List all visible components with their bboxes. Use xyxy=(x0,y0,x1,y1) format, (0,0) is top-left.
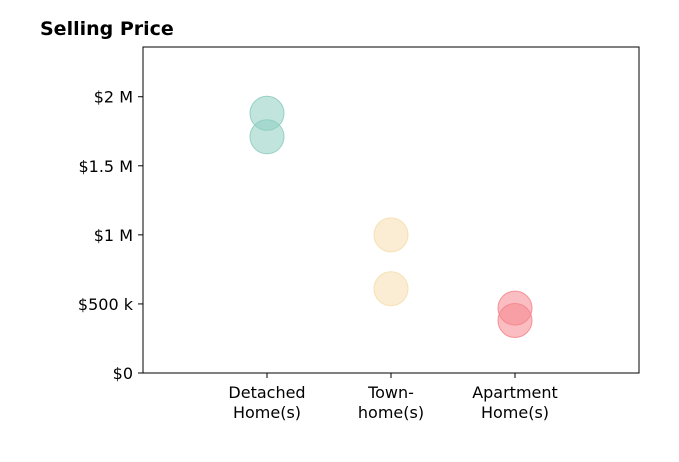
data-point-3 xyxy=(373,271,409,307)
plot-frame xyxy=(142,46,640,374)
x-tick-label-1: Town-home(s) xyxy=(358,383,424,422)
y-axis: $0 $500 k $1 M $1.5 M $2 M xyxy=(78,88,143,383)
data-point-5 xyxy=(497,303,533,339)
y-tick-label-4: $2 M xyxy=(94,88,133,107)
y-tick-label-1: $500 k xyxy=(78,295,134,314)
points-layer xyxy=(249,95,533,339)
y-tick-label-3: $1.5 M xyxy=(78,157,133,176)
x-tick-label-2: Apartment Home(s) xyxy=(472,383,558,422)
x-axis: Detached Home(s) Town-home(s) Apartment Home… xyxy=(228,373,558,422)
y-tick-label-2: $1 M xyxy=(94,226,133,245)
data-point-2 xyxy=(373,217,409,253)
x-tick-label-0: Detached Home(s) xyxy=(228,383,305,422)
chart-title: Selling Price xyxy=(40,18,174,40)
data-point-1 xyxy=(249,119,285,155)
y-tick-label-0: $0 xyxy=(113,364,133,383)
